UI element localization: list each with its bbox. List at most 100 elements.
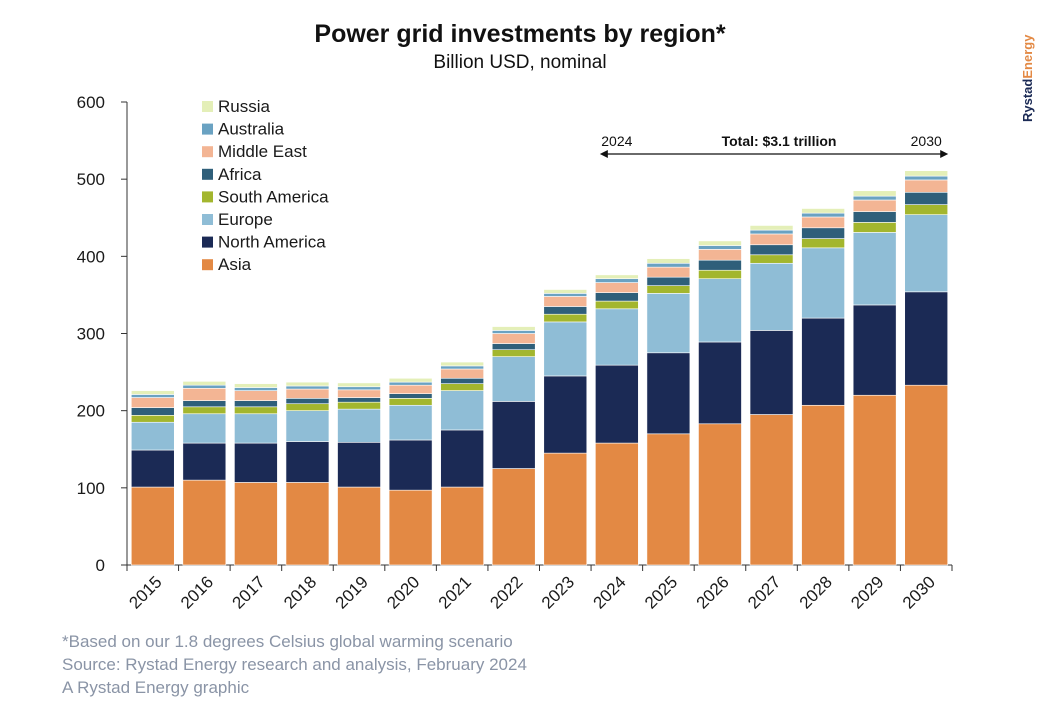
y-tick-label: 200 (77, 402, 105, 421)
bar-segment-australia-2023 (543, 293, 588, 297)
bar-segment-africa-2024 (595, 292, 639, 302)
bar-segment-europe-2026 (698, 278, 742, 343)
bar-segment-europe-2025 (646, 293, 691, 354)
bar-segment-middle-east-2029 (852, 199, 897, 212)
bar-segment-europe-2020 (388, 404, 433, 441)
bar-segment-africa-2023 (543, 306, 588, 315)
bar-segment-australia-2027 (749, 229, 794, 235)
x-tick-label: 2030 (899, 572, 939, 612)
total-annotation: 2024 Total: $3.1 trillion 2030 (599, 133, 949, 158)
x-tick-label: 2020 (383, 572, 423, 612)
legend-label: Middle East (218, 142, 307, 161)
bar-segment-russia-2029 (852, 190, 897, 197)
bar-segment-middle-east-2024 (595, 282, 639, 293)
bar-segment-middle-east-2016 (182, 387, 227, 401)
bar-segment-asia-2023 (543, 452, 588, 566)
legend-label: Asia (218, 255, 252, 274)
bar-segment-asia-2025 (646, 433, 691, 566)
bar-segment-north-america-2028 (801, 317, 845, 406)
bar-segment-africa-2026 (698, 259, 742, 271)
footer-credit: A Rystad Energy graphic (62, 678, 250, 697)
bar-segment-south-america-2016 (182, 406, 227, 415)
x-tick-label: 2019 (332, 572, 372, 612)
bar-segment-south-america-2015 (130, 414, 175, 423)
bar-segment-russia-2015 (130, 390, 175, 395)
bar-segment-south-america-2022 (491, 349, 536, 357)
bar-segment-africa-2028 (801, 227, 845, 239)
rystad-energy-logo: RystadEnergy (1020, 34, 1035, 122)
legend-swatch (202, 236, 213, 248)
bar-segment-asia-2024 (595, 442, 639, 566)
bar-segment-europe-2023 (543, 321, 588, 377)
bar-segment-australia-2016 (182, 384, 227, 389)
bar-segment-asia-2026 (698, 423, 742, 566)
bar-segment-south-america-2030 (904, 204, 949, 215)
annotation-arrow-left (599, 150, 608, 158)
logo-part-1: Rystad (1020, 79, 1035, 122)
stacked-bar-chart: 2015 2016 2017 2018 2019 2020 2021 2022 2023 2024… (77, 93, 953, 613)
bar-segment-russia-2024 (595, 274, 639, 280)
annotation-arrow-right (940, 150, 949, 158)
bar-segment-north-america-2019 (337, 442, 381, 488)
bar-segment-asia-2028 (801, 404, 845, 566)
bar-segment-asia-2016 (182, 479, 227, 566)
bar-segment-asia-2029 (852, 394, 897, 566)
bar-segment-north-america-2015 (130, 449, 175, 488)
y-tick-label: 600 (77, 93, 105, 112)
bar-segment-north-america-2023 (543, 375, 588, 454)
bar-segment-south-america-2023 (543, 313, 588, 323)
footer: *Based on our 1.8 degrees Celsius global… (62, 630, 527, 699)
bar-segment-north-america-2020 (388, 439, 433, 491)
bar-segment-middle-east-2023 (543, 296, 588, 307)
legend-label: South America (218, 187, 329, 206)
bar-segment-middle-east-2027 (749, 233, 794, 246)
bar-segment-middle-east-2025 (646, 266, 691, 278)
bar-segment-south-america-2017 (234, 406, 278, 415)
bar-segment-africa-2027 (749, 244, 794, 256)
x-tick-labels: 2015 2016 2017 2018 2019 2020 2021 2022 2023 2024… (125, 565, 953, 613)
bar-segment-australia-2019 (337, 386, 381, 391)
x-tick-label: 2025 (641, 572, 681, 612)
bar-segment-north-america-2026 (698, 341, 742, 425)
bar-segment-europe-2016 (182, 413, 227, 444)
y-tick-label: 400 (77, 247, 105, 266)
annotation-end-label: 2030 (911, 133, 942, 149)
x-tick-label: 2015 (125, 572, 165, 612)
bar-segment-middle-east-2028 (801, 216, 845, 229)
bar-segment-north-america-2021 (440, 429, 484, 488)
legend-swatch (202, 191, 213, 203)
bar-segment-africa-2025 (646, 276, 691, 286)
logo-part-2: Energy (1020, 34, 1035, 79)
bar-segment-asia-2030 (904, 384, 949, 566)
bar-segment-africa-2016 (182, 400, 227, 408)
legend-swatch (202, 168, 213, 180)
bar-segment-asia-2018 (285, 482, 330, 566)
bar-segment-australia-2028 (801, 212, 845, 218)
x-tick-label: 2028 (796, 572, 836, 612)
annotation-total-label: Total: $3.1 trillion (722, 133, 837, 149)
chart-subtitle: Billion USD, nominal (433, 52, 607, 73)
bar-segment-north-america-2016 (182, 442, 227, 481)
bar-segment-russia-2018 (285, 381, 330, 387)
bar-segment-africa-2019 (337, 397, 381, 403)
bar-segment-asia-2022 (491, 468, 536, 566)
bar-segment-europe-2029 (852, 232, 897, 306)
y-tick-label: 300 (77, 325, 105, 344)
bar-segment-south-america-2020 (388, 398, 433, 406)
bar-segment-africa-2017 (234, 400, 278, 408)
bar-segment-south-america-2018 (285, 403, 330, 411)
x-tick-label: 2026 (693, 572, 733, 612)
legend-label: Russia (218, 97, 271, 116)
annotation-start-label: 2024 (601, 133, 632, 149)
x-tick-label: 2029 (847, 572, 887, 612)
bar-segment-africa-2021 (440, 377, 484, 384)
x-tick-label: 2023 (538, 572, 578, 612)
svg-text:RystadEnergy: RystadEnergy (1020, 34, 1035, 122)
x-tick-label: 2027 (744, 572, 784, 612)
bar-segment-africa-2029 (852, 211, 897, 223)
bar-segment-russia-2016 (182, 381, 227, 386)
bar-segment-australia-2021 (440, 365, 484, 370)
bar-segment-north-america-2017 (234, 442, 278, 483)
y-tick-label: 100 (77, 479, 105, 498)
bar-segment-asia-2021 (440, 486, 484, 566)
